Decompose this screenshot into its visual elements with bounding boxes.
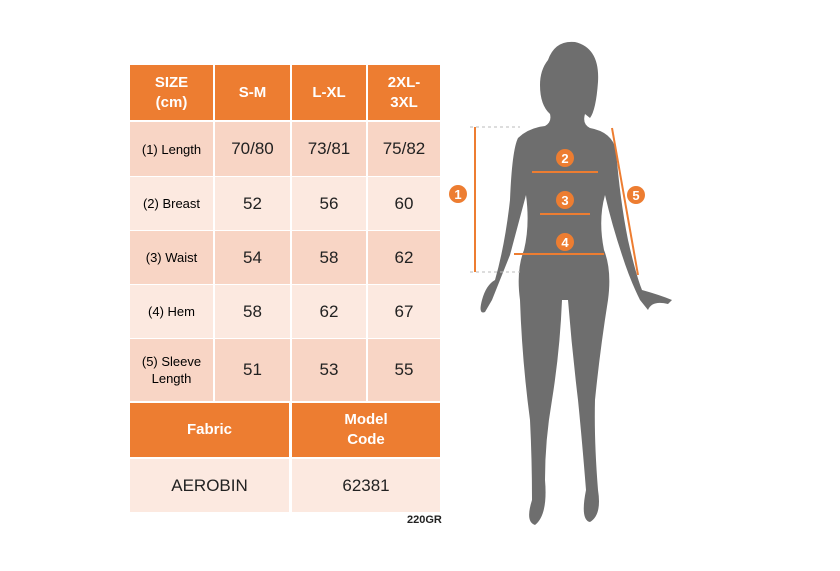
footer-value-cell-text: 62381 xyxy=(342,475,390,495)
marker-number: 4 xyxy=(561,235,569,250)
size-value-text: 53 xyxy=(319,360,339,379)
size-value: 58 xyxy=(215,285,290,338)
row-label: (2) Breast xyxy=(130,177,213,230)
header-cell: 2XL-3XL xyxy=(368,65,440,120)
row-label-text: (4) Hem xyxy=(148,304,195,319)
footer-header-cell: Fabric xyxy=(130,403,289,457)
size-value: 62 xyxy=(368,231,440,284)
header-cell-text: SIZE (cm) xyxy=(154,73,189,111)
size-value: 54 xyxy=(215,231,290,284)
size-value: 73/81 xyxy=(292,122,366,176)
marker-number: 2 xyxy=(561,151,568,166)
size-value-text: 75/82 xyxy=(382,139,426,158)
size-value-text: 60 xyxy=(394,193,414,213)
marker-badge xyxy=(556,233,574,251)
size-value: 60 xyxy=(368,177,440,230)
size-value: 53 xyxy=(292,339,366,401)
size-value-text: 58 xyxy=(243,301,262,321)
size-value-text: 62 xyxy=(319,301,339,321)
size-value: 70/80 xyxy=(215,122,290,176)
footer-header-cell-text: Fabric xyxy=(186,421,232,438)
size-value: 62 xyxy=(292,285,366,338)
footer-header-cell-text: Model Code xyxy=(344,411,388,448)
row-label: (1) Length xyxy=(130,122,213,176)
size-value-text: 52 xyxy=(243,193,262,213)
marker-badge xyxy=(449,185,467,203)
footer-header-cell: Model Code xyxy=(292,403,440,457)
footer-value-cell: AEROBIN xyxy=(130,459,289,512)
row-label-text: (5) Sleeve Length xyxy=(141,354,202,386)
size-value: 51 xyxy=(215,339,290,401)
header-cell: L-XL xyxy=(292,65,366,120)
footer-value-cell-text: AEROBIN xyxy=(171,475,248,495)
size-value: 55 xyxy=(368,339,440,401)
size-value-text: 54 xyxy=(243,247,262,267)
size-value-text: 73/81 xyxy=(307,139,351,158)
size-value-text: 62 xyxy=(394,247,414,267)
marker-badge xyxy=(556,191,574,209)
footer-value-cell: 62381 xyxy=(292,459,440,512)
row-label-text: (2) Breast xyxy=(142,196,201,211)
size-value-text: 51 xyxy=(243,360,262,379)
size-value: 58 xyxy=(292,231,366,284)
size-value-text: 56 xyxy=(319,193,339,213)
marker-number: 3 xyxy=(561,193,568,208)
row-label: (5) Sleeve Length xyxy=(130,339,213,401)
header-cell-text: S-M xyxy=(238,83,267,101)
size-value: 75/82 xyxy=(368,122,440,176)
row-label-text: (3) Waist xyxy=(145,250,198,265)
header-cell: SIZE (cm) xyxy=(130,65,213,120)
silhouette xyxy=(480,41,672,526)
marker-number: 1 xyxy=(454,187,461,202)
fabric-weight-note: 220GR xyxy=(407,514,442,526)
size-value-text: 58 xyxy=(319,247,339,267)
row-label: (4) Hem xyxy=(130,285,213,338)
marker-badge xyxy=(627,186,645,204)
marker-number: 5 xyxy=(632,188,639,203)
size-value: 52 xyxy=(215,177,290,230)
row-label-text: (1) Length xyxy=(141,141,202,157)
size-value: 67 xyxy=(368,285,440,338)
size-value-text: 55 xyxy=(394,360,414,379)
header-cell-text: L-XL xyxy=(312,83,346,101)
measure-lines xyxy=(470,126,639,276)
size-value-text: 70/80 xyxy=(231,139,274,158)
header-cell-text: 2XL-3XL xyxy=(387,73,421,111)
size-value: 56 xyxy=(292,177,366,230)
header-cell: S-M xyxy=(215,65,290,120)
size-value-text: 67 xyxy=(394,301,414,321)
row-label: (3) Waist xyxy=(130,231,213,284)
marker-badge xyxy=(556,149,574,167)
